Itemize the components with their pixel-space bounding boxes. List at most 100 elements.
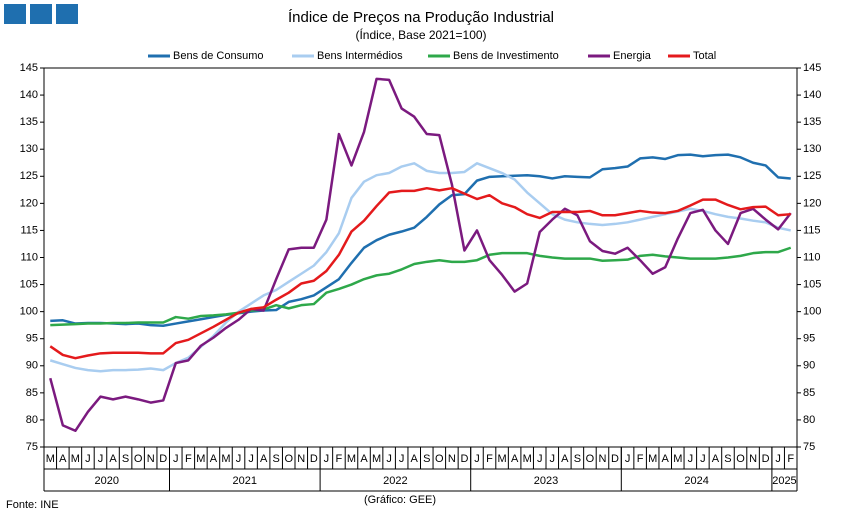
y-tick-label: 100	[20, 306, 38, 318]
x-tick-label: M	[523, 453, 532, 465]
x-tick-label: M	[673, 453, 682, 465]
x-tick-label: D	[762, 453, 770, 465]
x-tick-label: M	[46, 453, 55, 465]
x-tick-label: J	[324, 453, 330, 465]
x-tick-label: F	[336, 453, 343, 465]
x-tick-label: F	[486, 453, 493, 465]
y-tick-label: 120	[20, 197, 38, 209]
y-tick-label: 140	[20, 89, 38, 101]
series-line	[49, 162, 791, 373]
year-label: 2023	[534, 475, 558, 487]
year-label: 2021	[233, 475, 257, 487]
x-tick-label: N	[598, 453, 606, 465]
x-tick-label: O	[134, 453, 143, 465]
legend-label: Bens Intermédios	[317, 50, 403, 62]
year-label: 2024	[684, 475, 708, 487]
y2-tick-label: 140	[803, 89, 821, 101]
x-tick-label: N	[749, 453, 757, 465]
x-tick-label: M	[221, 453, 230, 465]
x-tick-label: J	[474, 453, 480, 465]
x-tick-label: J	[236, 453, 242, 465]
x-tick-label: M	[648, 453, 657, 465]
x-tick-label: J	[98, 453, 104, 465]
series-line	[49, 186, 791, 360]
credit: (Gráfico: GEE)	[364, 494, 436, 506]
y2-tick-label: 105	[803, 278, 821, 290]
x-tick-label: S	[273, 453, 280, 465]
x-tick-label: A	[210, 453, 218, 465]
y-tick-label: 75	[26, 441, 38, 453]
x-tick-label: D	[460, 453, 468, 465]
y2-tick-label: 75	[803, 441, 815, 453]
x-tick-label: O	[435, 453, 444, 465]
x-tick-label: J	[248, 453, 254, 465]
x-tick-label: O	[736, 453, 745, 465]
y2-tick-label: 110	[803, 251, 821, 263]
y-tick-label: 145	[20, 62, 38, 74]
x-tick-label: J	[399, 453, 405, 465]
y-tick-label: 125	[20, 170, 38, 182]
x-tick-label: O	[284, 453, 293, 465]
x-tick-label: O	[586, 453, 595, 465]
logo-block	[30, 4, 52, 24]
y2-tick-label: 125	[803, 170, 821, 182]
y2-tick-label: 100	[803, 306, 821, 318]
x-tick-label: S	[574, 453, 581, 465]
x-tick-label: J	[386, 453, 392, 465]
x-tick-label: J	[688, 453, 694, 465]
x-tick-label: N	[448, 453, 456, 465]
year-label: 2020	[95, 475, 119, 487]
y2-tick-label: 85	[803, 387, 815, 399]
y2-tick-label: 95	[803, 333, 815, 345]
chart-title: Índice de Preços na Produção Industrial	[288, 9, 554, 26]
x-tick-label: A	[712, 453, 720, 465]
x-tick-label: D	[159, 453, 167, 465]
x-tick-label: M	[347, 453, 356, 465]
y2-tick-label: 90	[803, 360, 815, 372]
y-tick-label: 85	[26, 387, 38, 399]
y-tick-label: 115	[20, 224, 38, 236]
x-tick-label: M	[71, 453, 80, 465]
legend-label: Energia	[613, 50, 652, 62]
y-tick-label: 105	[20, 278, 38, 290]
x-tick-label: A	[511, 453, 519, 465]
x-tick-label: A	[360, 453, 368, 465]
y-tick-label: 110	[20, 251, 38, 263]
x-tick-label: J	[550, 453, 556, 465]
logo-block	[56, 4, 78, 24]
y-tick-label: 95	[26, 333, 38, 345]
y-tick-label: 80	[26, 414, 38, 426]
x-tick-label: D	[611, 453, 619, 465]
year-label: 2022	[383, 475, 407, 487]
x-tick-label: J	[700, 453, 706, 465]
x-tick-label: S	[122, 453, 129, 465]
x-tick-label: J	[625, 453, 631, 465]
x-tick-label: A	[662, 453, 670, 465]
x-tick-label: F	[185, 453, 192, 465]
legend-label: Bens de Consumo	[173, 50, 264, 62]
x-tick-label: A	[109, 453, 117, 465]
y-tick-label: 135	[20, 116, 38, 128]
y2-tick-label: 80	[803, 414, 815, 426]
x-tick-label: M	[497, 453, 506, 465]
x-tick-label: F	[637, 453, 644, 465]
x-tick-label: J	[85, 453, 91, 465]
series-line	[49, 77, 792, 433]
series-line	[50, 153, 791, 327]
x-tick-label: A	[561, 453, 569, 465]
logo-block	[4, 4, 26, 24]
x-tick-label: J	[537, 453, 543, 465]
x-tick-label: J	[173, 453, 179, 465]
chart-subtitle: (Índice, Base 2021=100)	[355, 27, 486, 42]
x-tick-label: D	[310, 453, 318, 465]
y2-tick-label: 115	[803, 224, 821, 236]
x-tick-label: A	[411, 453, 419, 465]
y-tick-label: 130	[20, 143, 38, 155]
x-tick-label: A	[59, 453, 67, 465]
y-tick-label: 90	[26, 360, 38, 372]
legend-label: Total	[693, 50, 716, 62]
x-tick-label: M	[372, 453, 381, 465]
x-tick-label: S	[423, 453, 430, 465]
y2-tick-label: 145	[803, 62, 821, 74]
